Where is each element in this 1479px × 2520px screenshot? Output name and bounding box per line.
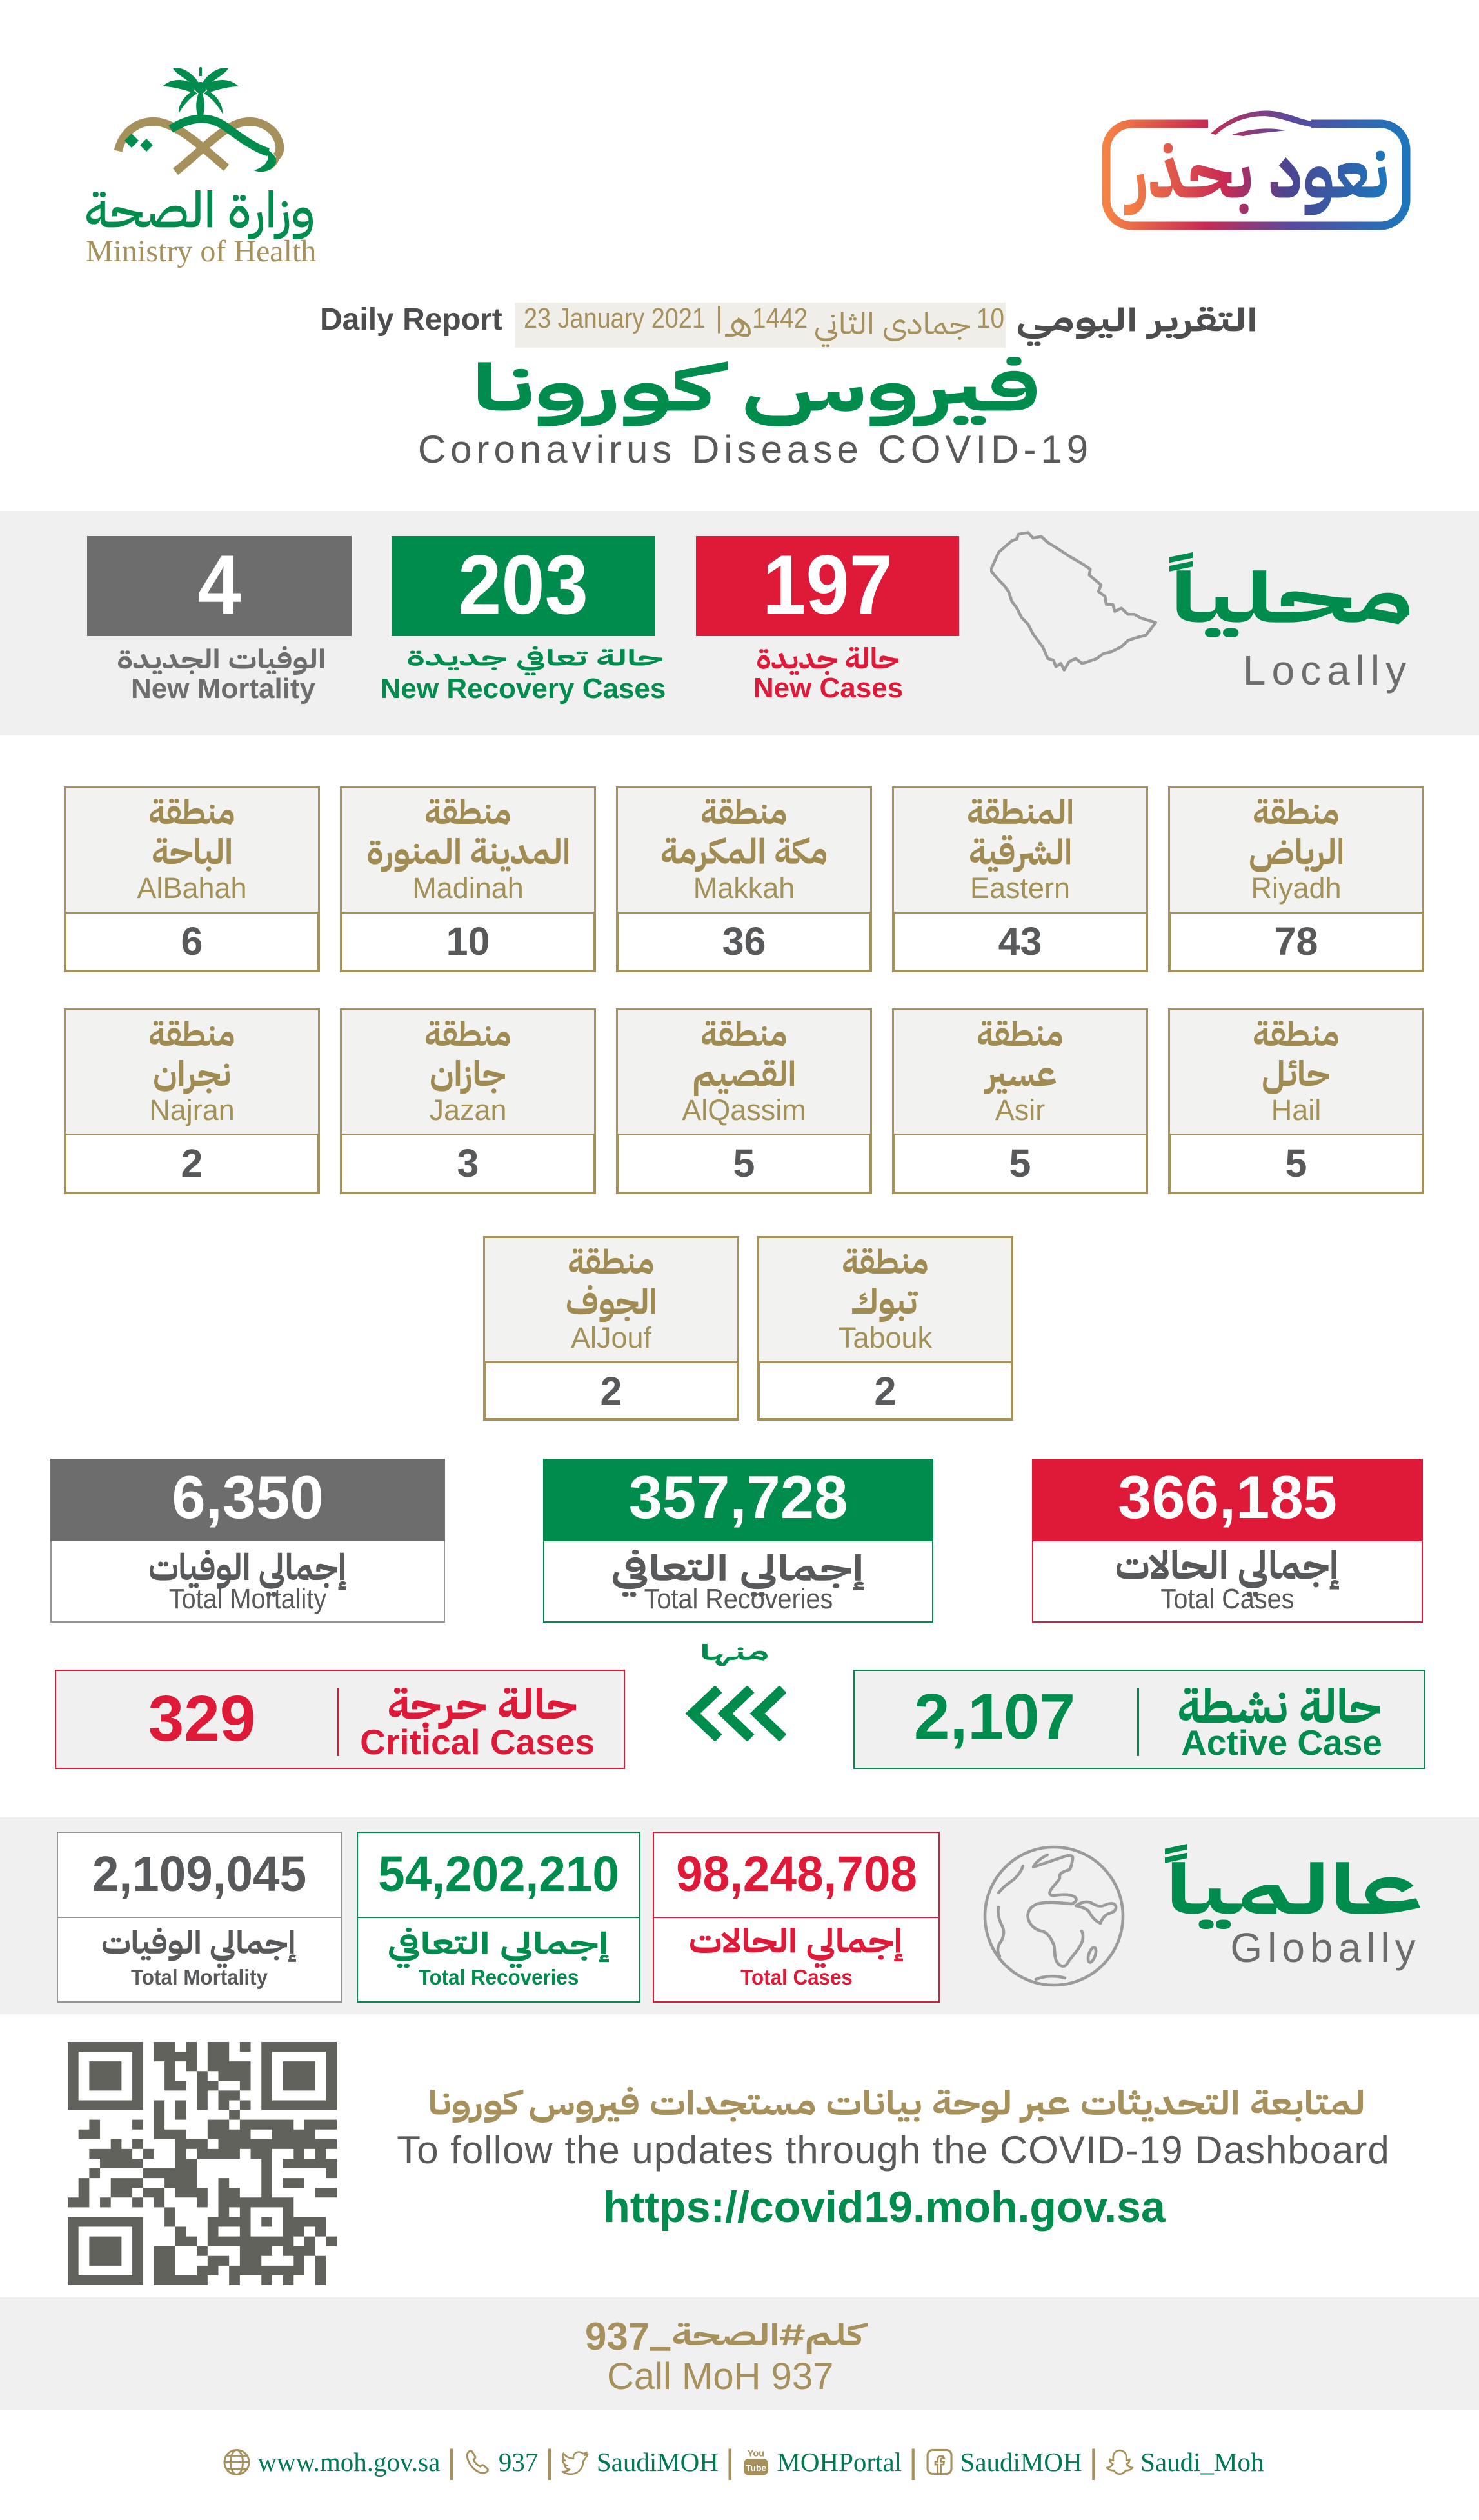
svg-text:Tube: Tube (746, 2462, 767, 2472)
svg-text:You: You (748, 2448, 764, 2459)
